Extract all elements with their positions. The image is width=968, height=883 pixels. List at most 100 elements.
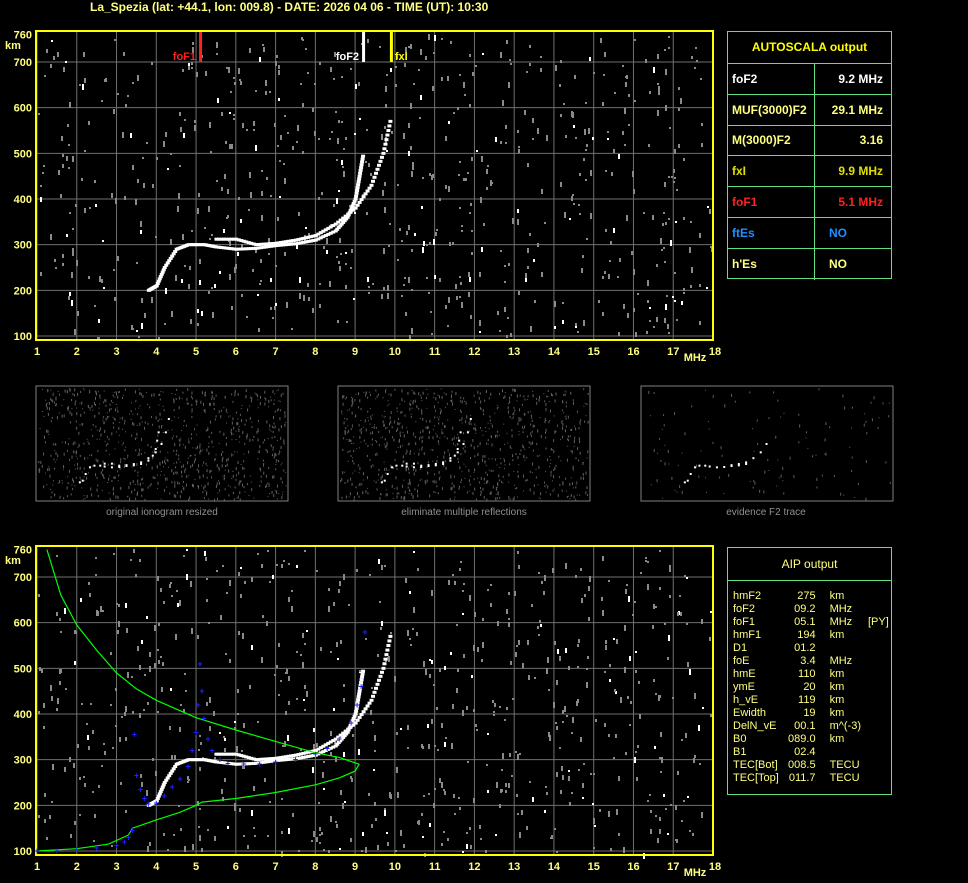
noise-echo (388, 245, 390, 247)
thumbnail-noise (219, 430, 221, 433)
noise-echo (425, 669, 427, 675)
thumbnail-noise (213, 402, 215, 406)
aip-cell: 011.7 (788, 772, 816, 784)
thumbnail-noise (435, 491, 437, 493)
thumbnail-noise (176, 388, 178, 391)
noise-echo (249, 685, 251, 689)
noise-echo (403, 133, 405, 139)
thumbnail-noise (158, 419, 160, 421)
noise-echo (559, 84, 561, 87)
thumbnail-noise (244, 442, 246, 445)
noise-echo (659, 817, 661, 821)
thumbnail-noise (231, 453, 233, 457)
noise-echo (626, 215, 628, 221)
noise-echo (333, 204, 335, 207)
thumbnail-noise (391, 436, 393, 439)
thumbnail-noise (363, 439, 365, 442)
thumbnail-noise (397, 427, 399, 431)
noise-echo (60, 669, 62, 673)
thumbnail-noise (403, 479, 405, 481)
thumbnail-noise (89, 454, 91, 456)
noise-echo (240, 567, 242, 569)
thumbnail-noise (232, 454, 234, 456)
thumbnail-noise (178, 417, 180, 419)
noise-echo (79, 777, 81, 780)
thumbnail-noise (78, 443, 80, 447)
noise-echo (608, 274, 610, 279)
thumbnail-noise (400, 496, 402, 500)
thumbnail-noise (235, 438, 237, 440)
noise-echo (479, 320, 481, 326)
noise-echo (608, 580, 610, 582)
thumbnail-noise (251, 421, 253, 423)
thumbnail-noise (109, 403, 111, 406)
thumbnail-noise (359, 435, 361, 439)
thumbnail-noise (227, 457, 229, 461)
thumbnail-noise (70, 421, 72, 424)
extraordinary-trace-point (316, 232, 321, 236)
thumbnail-noise (513, 496, 515, 500)
noise-echo (241, 294, 243, 297)
ordinary-trace-point (251, 246, 256, 250)
thumbnail-noise (141, 421, 143, 423)
noise-echo (200, 742, 202, 745)
noise-echo (61, 136, 63, 141)
x-tick-label: 5 (193, 861, 199, 873)
noise-echo (538, 572, 540, 574)
noise-echo (701, 619, 703, 624)
thumbnail-noise (583, 388, 585, 391)
thumbnail-noise (372, 464, 374, 467)
thumbnail-noise (384, 438, 386, 441)
thumbnail-noise (191, 483, 193, 487)
thumbnail-noise (230, 428, 232, 431)
x-tick-label: 7 (273, 346, 279, 358)
thumbnail-noise (202, 491, 204, 494)
noise-echo (300, 749, 302, 751)
thumbnail-noise (523, 413, 525, 415)
aip-cell: 00.1 (794, 720, 816, 732)
thumbnail-noise (280, 393, 282, 397)
thumbnail-noise (851, 470, 853, 473)
thumbnail-noise (68, 388, 70, 390)
thumbnail-noise (67, 407, 69, 410)
extraordinary-trace-point (359, 713, 364, 717)
thumbnail-noise (83, 495, 85, 497)
noise-echo (707, 206, 709, 208)
thumbnail-noise (380, 476, 382, 480)
noise-echo (629, 656, 631, 661)
synthetic-trace-point: + (185, 762, 190, 772)
noise-echo (375, 818, 377, 821)
thumbnail-noise (350, 439, 352, 442)
thumbnail-noise (276, 409, 278, 412)
noise-echo (165, 132, 167, 137)
aip-cell: DelN_vE (733, 720, 777, 732)
noise-echo (413, 551, 415, 553)
thumbnail-noise (425, 426, 427, 429)
thumbnail-noise (263, 471, 265, 475)
ordinary-trace-point (333, 744, 338, 748)
thumbnail-noise (518, 431, 520, 433)
noise-echo (50, 64, 52, 68)
extraordinary-trace-point (239, 754, 244, 758)
thumbnail-noise (100, 433, 102, 437)
ordinary-trace-point (342, 734, 347, 738)
thumbnail-noise (104, 429, 106, 433)
thumbnail-noise (279, 409, 281, 412)
thumbnail-noise (524, 398, 526, 401)
thumbnail-noise (486, 480, 488, 484)
noise-echo (167, 849, 169, 851)
noise-echo (604, 671, 606, 673)
noise-echo (633, 189, 635, 194)
thumbnail-noise (515, 453, 517, 456)
thumbnail-noise (91, 454, 93, 457)
noise-echo (456, 688, 458, 693)
thumbnail-noise (507, 406, 509, 410)
thumbnail-noise (414, 392, 416, 395)
noise-echo (250, 192, 252, 198)
thumbnail-noise (147, 444, 149, 447)
thumbnail-noise (388, 393, 390, 395)
noise-echo (69, 102, 71, 108)
thumbnail-noise (459, 466, 461, 470)
thumbnail-noise (538, 465, 540, 469)
noise-echo (179, 112, 181, 116)
